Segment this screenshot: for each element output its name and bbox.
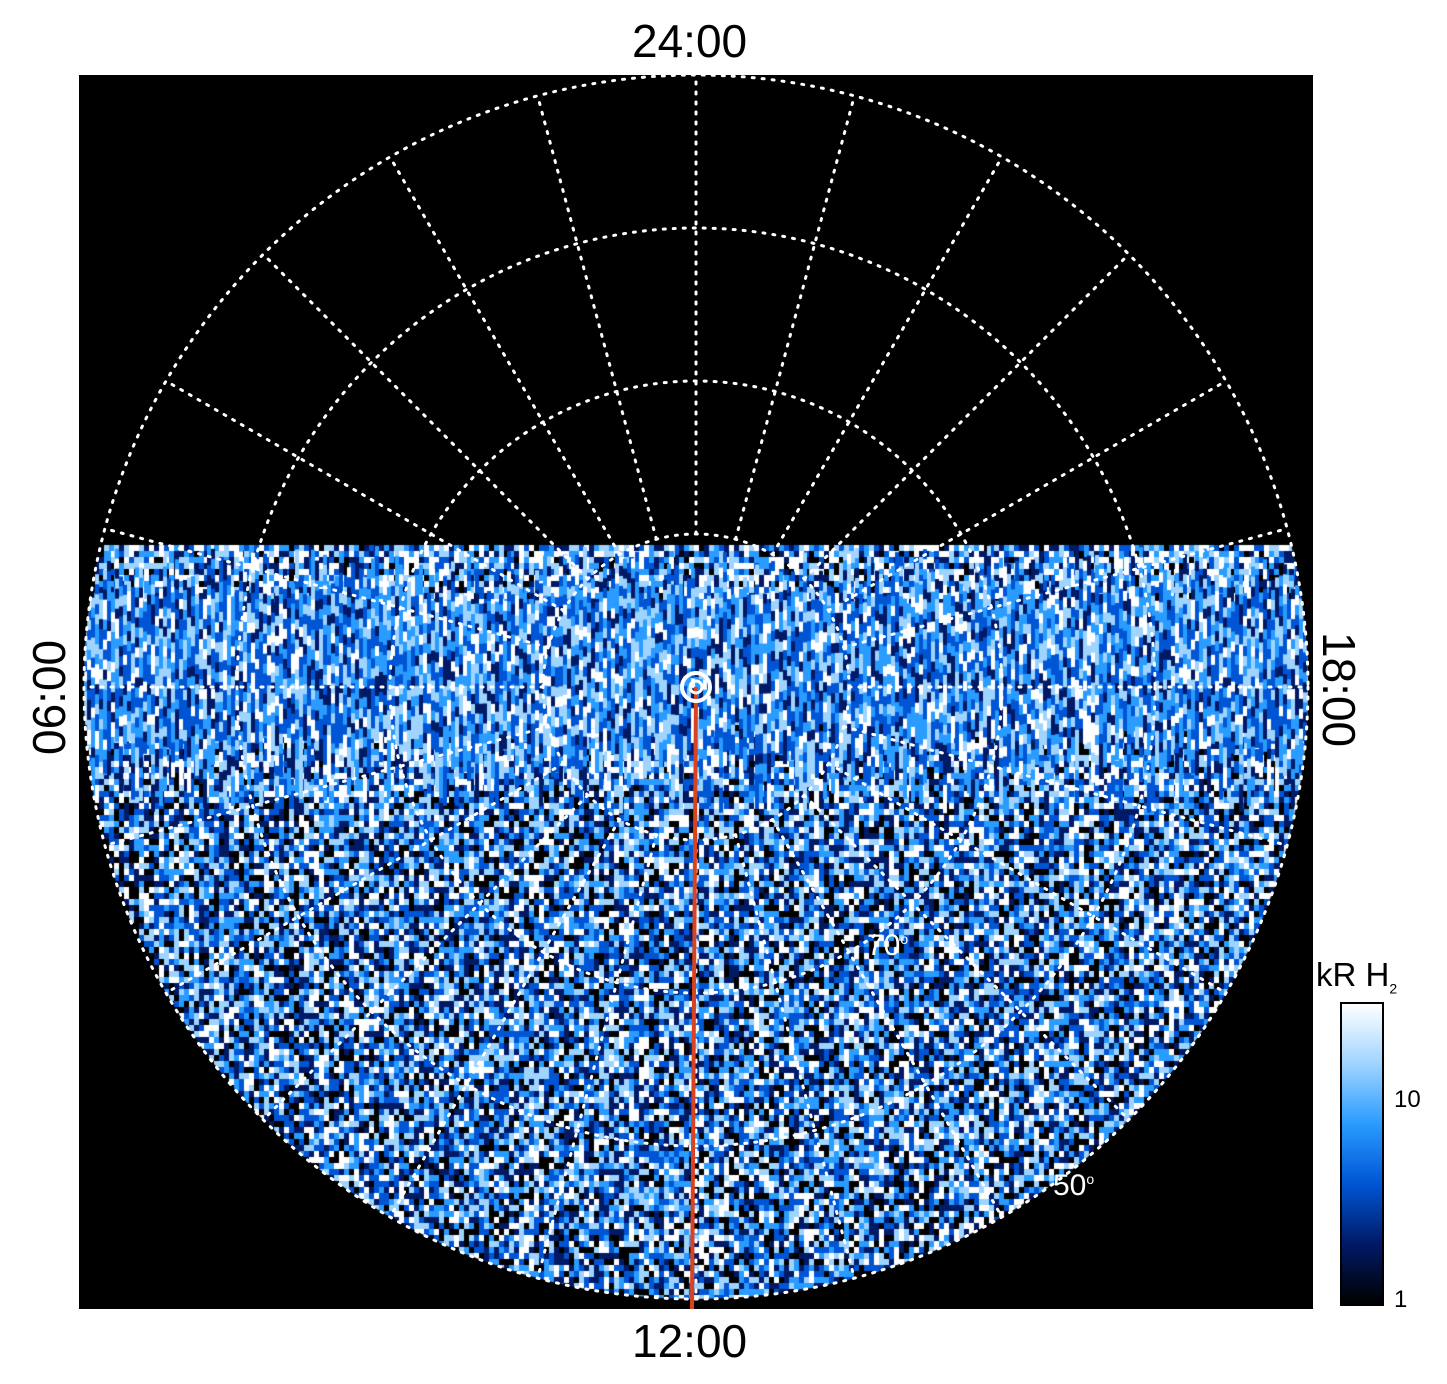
local-time-meridian — [827, 762, 1228, 995]
local-time-label-dusk: 18:00 — [1313, 632, 1365, 748]
local-time-label-noon: 12:00 — [632, 1315, 748, 1367]
latitude-circle — [235, 226, 1157, 1148]
local-time-meridian — [536, 94, 658, 541]
latitude-label-50: 50o — [1053, 1169, 1095, 1202]
local-time-meridian — [802, 793, 1131, 1122]
local-time-meridian — [734, 94, 856, 541]
latitude-label-70: 70o — [867, 929, 909, 962]
local-time-meridian — [827, 379, 1228, 612]
local-time-meridian — [771, 155, 1004, 556]
local-time-meridian — [734, 833, 856, 1280]
noon-meridian-line — [690, 686, 698, 1309]
local-time-meridian — [261, 793, 590, 1122]
local-time-label-midnight: 24:00 — [632, 15, 748, 67]
local-time-meridian — [103, 725, 550, 847]
local-time-meridian — [388, 818, 621, 1219]
local-time-meridian — [771, 818, 1004, 1219]
local-time-meridian — [164, 762, 565, 995]
colorbar-tick-1: 1 — [1394, 1286, 1408, 1313]
local-time-meridian — [164, 379, 565, 612]
local-time-meridian — [802, 252, 1131, 581]
latitude-circle — [82, 75, 1310, 1301]
local-time-meridian — [103, 527, 550, 649]
colorbar-title: kR H2 — [1316, 956, 1398, 997]
colorbar-tick-10: 10 — [1394, 1086, 1421, 1113]
local-time-label-dawn: 06:00 — [23, 639, 75, 755]
colorbar — [1340, 1002, 1384, 1306]
local-time-meridian — [842, 527, 1289, 649]
local-time-meridian — [261, 252, 590, 581]
polar-projection-plot: 70o 50o — [79, 75, 1313, 1309]
local-time-meridian — [388, 155, 621, 556]
polar-grid — [82, 75, 1310, 1309]
pole-inner-icon — [688, 679, 704, 695]
local-time-meridian — [842, 725, 1289, 847]
local-time-meridian — [536, 833, 658, 1280]
pole-icon — [680, 671, 712, 703]
